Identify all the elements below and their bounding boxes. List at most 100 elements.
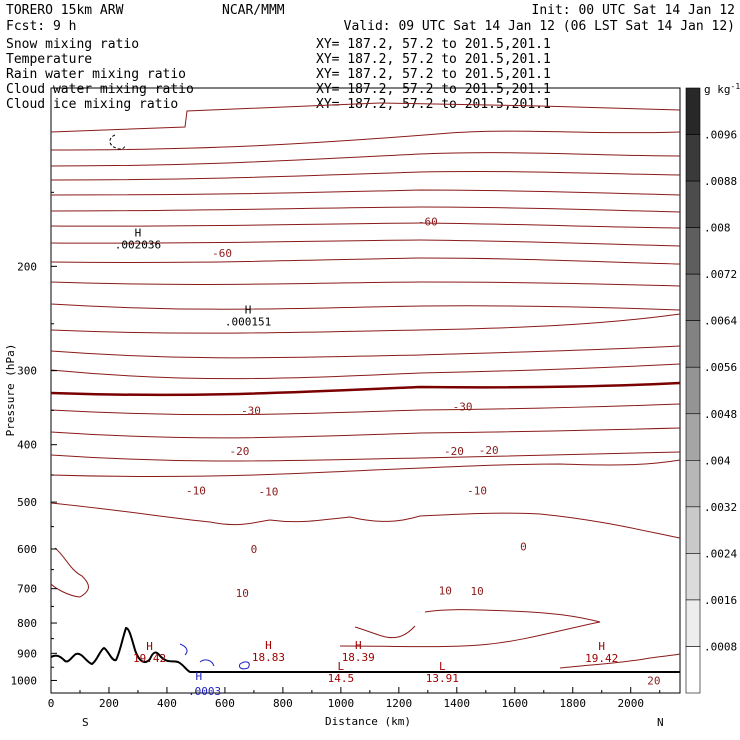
isotherm-label: -10: [467, 485, 487, 498]
extremum-value: 19.42: [585, 652, 618, 665]
field-legend: Snow mixing ratio XY= 187.2, 57.2 to 201…: [6, 37, 551, 112]
isotherm-plus-8: [50, 451, 681, 462]
isotherm-label: 10: [439, 585, 452, 598]
isotherm-minus-50: [50, 170, 681, 181]
y-tick-label: 500: [17, 496, 37, 509]
colorbar-unit: g kg-1: [704, 82, 740, 96]
isotherm-minus-35: [50, 222, 681, 229]
isotherm-label: 10: [470, 585, 483, 598]
isotherm-label: -20: [479, 444, 499, 457]
legend-xy-snow: XY= 187.2, 57.2 to 201.5,201.1: [316, 37, 551, 52]
legend-label-snow: Snow mixing ratio: [6, 37, 139, 52]
colorbar-label: .0032: [704, 501, 737, 514]
y-tick-label: 400: [17, 439, 37, 452]
y-tick-label: 300: [17, 365, 37, 378]
isotherm-plus-14-inner: [354, 625, 416, 639]
extremum-marker: H: [196, 670, 203, 683]
colorbar-label: .0016: [704, 594, 737, 607]
colorbar-label: .0056: [704, 361, 737, 374]
colorbar-swatch: [685, 366, 701, 415]
extremum-value: .002036: [115, 238, 161, 251]
temperature-contours: [50, 102, 681, 673]
extremum-value: 18.39: [342, 651, 375, 664]
colorbar-swatch: [685, 180, 701, 228]
isotherm-zero: [50, 381, 681, 397]
colorbar-swatch: [685, 599, 701, 647]
colorbar-label: .0064: [704, 315, 737, 328]
x-tick-label: 1400: [444, 697, 471, 710]
isotherm-minus-15: [50, 303, 681, 311]
colorbar-swatch: [685, 553, 701, 601]
model-title: TORERO 15km ARW: [6, 3, 124, 18]
legend-xy-rain: XY= 187.2, 57.2 to 201.5,201.1: [316, 67, 551, 82]
isotherm-minus-25: [50, 257, 681, 265]
extremum-marker: H: [265, 639, 272, 652]
x-tick-label: 600: [215, 697, 235, 710]
x-tick-label: 1600: [502, 697, 529, 710]
x-tick-label: 800: [273, 697, 293, 710]
extremum-marker: H: [355, 639, 362, 652]
colorbar-label: .0088: [704, 175, 737, 188]
colorbar-swatch: [685, 413, 701, 461]
colorbar-swatch: [685, 134, 701, 182]
org-name: NCAR/MMM: [222, 3, 285, 18]
isotherm-plus-6: [50, 427, 681, 439]
colorbar: .0096 .0088 .008 .0072 .0064 .0056 .0048 .004 .0…: [685, 87, 737, 694]
isotherm-label: -30: [241, 404, 261, 417]
extremum-marker: L: [338, 660, 345, 673]
forecast-hour: Fcst: 9 h: [6, 19, 76, 34]
colorbar-unit-exponent: -1: [731, 82, 740, 91]
isotherm-plus-14-low: [339, 609, 601, 648]
y-tick-label: 900: [17, 647, 37, 660]
colorbar-swatch: [685, 506, 701, 554]
isotherm-minus-60-lower: [50, 152, 681, 167]
colorbar-unit-base: g kg: [704, 83, 731, 96]
isotherm-minus-5: [50, 345, 681, 359]
y-tick-label: 700: [17, 583, 37, 596]
y-tick-label: 200: [17, 260, 37, 273]
isotherm-minus-60-top: [50, 102, 681, 133]
extremum-marker: H: [146, 640, 153, 653]
legend-label-cloud-ice: Cloud ice mixing ratio: [6, 97, 178, 112]
colorbar-label: .0008: [704, 640, 737, 653]
isotherm-label: 0: [520, 540, 527, 553]
extremum-value: 13.91: [426, 672, 459, 685]
contour-labels: -60 -60 -30 -30 -20 -20 -20 -10 -10 -10 0 0 10 10 10 20: [186, 215, 661, 687]
y-tick-label: 1000: [11, 674, 38, 687]
x-tick-label: 200: [99, 697, 119, 710]
colorbar-swatch: [685, 273, 701, 321]
x-tick-label: 400: [157, 697, 177, 710]
isotherm-plus-18-west: [50, 547, 89, 598]
colorbar-swatch: [685, 227, 701, 275]
colorbar-label: .0072: [704, 268, 737, 281]
extremum-value: 18.83: [252, 651, 285, 664]
extremum-value: .000151: [225, 315, 271, 328]
isotherm-label: 20: [647, 674, 660, 687]
y-tick-label: 600: [17, 543, 37, 556]
extremum-marker: H: [598, 640, 605, 653]
snow-contour-small: [109, 134, 126, 150]
colorbar-swatch: [685, 87, 701, 135]
valid-time: Valid: 09 UTC Sat 14 Jan 12 (06 LST Sat …: [344, 19, 735, 34]
colorbar-label: .004: [704, 454, 731, 467]
isotherm-label: -10: [258, 486, 278, 499]
north-label: N: [657, 716, 664, 729]
x-tick-label: 1200: [386, 697, 413, 710]
isotherm-minus-2: [50, 363, 681, 380]
x-tick-label: 1800: [560, 697, 587, 710]
colorbar-label: .008: [704, 222, 731, 235]
legend-xy-temperature: XY= 187.2, 57.2 to 201.5,201.1: [316, 52, 551, 67]
x-axis-title: Distance (km): [325, 715, 411, 728]
isotherm-label: 10: [236, 587, 249, 600]
isotherm-minus-30: [50, 239, 681, 247]
terrain-profile: [50, 626, 680, 673]
colorbar-swatch: [685, 646, 701, 694]
x-tick-label: 0: [48, 697, 55, 710]
extremum-marker: H: [135, 226, 142, 239]
colorbar-swatch: [685, 460, 701, 508]
isotherm-plus-20: [559, 653, 681, 669]
isotherm-minus-45: [50, 189, 681, 196]
isotherm-plus-3: [50, 403, 681, 416]
y-axis-title: Pressure (hPa): [4, 344, 17, 437]
